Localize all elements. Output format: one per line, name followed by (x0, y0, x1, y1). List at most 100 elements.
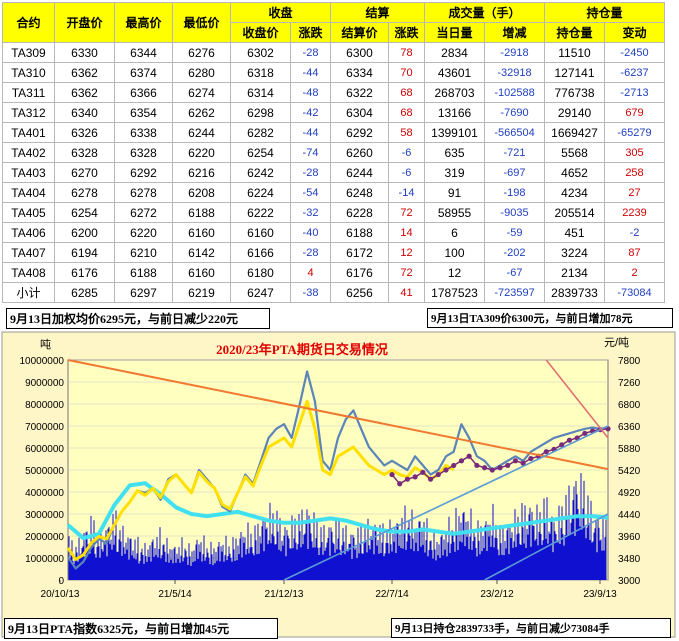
table-cell: 6142 (172, 242, 231, 263)
table-cell: 6228 (330, 202, 389, 223)
table-cell: 6354 (114, 102, 173, 123)
table-cell: -2 (604, 222, 665, 243)
table-cell: 27 (604, 182, 665, 203)
table-cell: TA310 (2, 62, 55, 83)
table-cell: -697 (484, 162, 545, 183)
group-header-settlement: 结算 (330, 2, 425, 23)
table-cell: 68 (388, 102, 425, 123)
y-left-tick-label: 2000000 (25, 532, 64, 543)
table-row: TA310 6362 6374 6280 6318 -44 6334 70 43601 -3291… (2, 62, 665, 83)
table-cell: 6272 (114, 202, 173, 223)
column-header: 当日量 (424, 22, 485, 43)
table-cell: 1669427 (544, 122, 605, 143)
table-cell: 2134 (544, 262, 605, 283)
table-cell: -14 (388, 182, 425, 203)
y-right-axis-label: 元/吨 (604, 336, 629, 349)
table-cell: 127141 (544, 62, 605, 83)
table-cell: 319 (424, 162, 485, 183)
note-ta309-price: 9月13日TA309价6300元，与前日增加78元 (427, 308, 673, 328)
table-cell: 6216 (172, 162, 231, 183)
x-tick-label: 21/5/14 (158, 589, 192, 600)
table-cell: 6362 (54, 62, 115, 83)
trend-line (283, 425, 609, 581)
table-cell: 6242 (230, 162, 291, 183)
table-row: TA402 6328 6328 6220 6254 -74 6260 -6 635 -721 556… (2, 142, 665, 163)
table-row: TA405 6254 6272 6188 6222 -32 6228 72 58955 -9035… (2, 202, 665, 223)
table-cell: -67 (484, 262, 545, 283)
table-group-header-row: 合约 开盘价 最高价 最低价 收盘 结算 成交量（手） 持仓量 (2, 2, 665, 43)
y-right-tick-label: 7800 (618, 356, 641, 367)
table-cell: 6 (424, 222, 485, 243)
table-cell: -2450 (604, 42, 665, 63)
y-right-tick-label: 6800 (618, 400, 641, 411)
note-pta-index: 9月13日PTA指数6325元，与前日增加45元 (4, 618, 278, 639)
table-cell: TA402 (2, 142, 55, 163)
table-cell: 6248 (330, 182, 389, 203)
table-cell: -7690 (484, 102, 545, 123)
table-cell: 2834 (424, 42, 485, 63)
y-left-tick-label: 4000000 (25, 488, 64, 499)
y-left-tick-label: 8000000 (25, 400, 64, 411)
table-cell: 6176 (330, 262, 389, 283)
table-cell: -32918 (484, 62, 545, 83)
table-cell: 6244 (330, 162, 389, 183)
table-cell: -65279 (604, 122, 665, 143)
chart-title: 2020/23年PTA期货日交易情况 (216, 342, 388, 357)
y-right-tick-label: 5880 (618, 444, 641, 455)
table-cell: 6270 (54, 162, 115, 183)
table-cell: 6304 (330, 102, 389, 123)
y-left-tick-label: 3000000 (25, 510, 64, 521)
futures-quote-table: 合约 开盘价 最高价 最低价 收盘 结算 成交量（手） 持仓量 收盘价 涨跌 结… (2, 2, 665, 303)
table-cell: 6254 (230, 142, 291, 163)
table-row: TA403 6270 6292 6216 6242 -28 6244 -6 319 -697 465… (2, 162, 665, 183)
y-right-tick-label: 5420 (618, 466, 641, 477)
table-cell: 4652 (544, 162, 605, 183)
table-cell: 6362 (54, 82, 115, 103)
table-cell: 6244 (172, 122, 231, 143)
table-cell: 6302 (230, 42, 291, 63)
table-cell: 4234 (544, 182, 605, 203)
table-cell: -2918 (484, 42, 545, 63)
table-cell: 1399101 (424, 122, 485, 143)
table-cell: -28 (290, 242, 331, 263)
settlement-price-line (66, 399, 455, 561)
table-cell: -42 (290, 102, 331, 123)
table-cell: -2713 (604, 82, 665, 103)
table-cell: 6280 (172, 62, 231, 83)
column-header: 收盘价 (230, 22, 291, 43)
table-cell: -48 (290, 82, 331, 103)
table-cell: 6328 (114, 142, 173, 163)
table-cell: 6220 (172, 142, 231, 163)
table-cell: 6314 (230, 82, 291, 103)
table-cell: 6208 (172, 182, 231, 203)
table-cell: -28 (290, 42, 331, 63)
table-row: TA408 6176 6188 6160 6180 4 6176 72 12 -67 2134 2 (2, 262, 665, 283)
table-cell: 6282 (230, 122, 291, 143)
table-cell: TA311 (2, 82, 55, 103)
table-cell: 6194 (54, 242, 115, 263)
x-tick-label: 23/2/12 (480, 589, 514, 600)
table-cell: 6166 (230, 242, 291, 263)
table-cell: 258 (604, 162, 665, 183)
table-cell: 6322 (330, 82, 389, 103)
table-cell: 6219 (172, 282, 231, 303)
table-cell: -102588 (484, 82, 545, 103)
table-cell: TA401 (2, 122, 55, 143)
table-cell: 1787523 (424, 282, 485, 303)
table-cell: -38 (290, 282, 331, 303)
table-cell: 70 (388, 62, 425, 83)
table-cell: 6256 (330, 282, 389, 303)
table-cell: 91 (424, 182, 485, 203)
table-cell: -74 (290, 142, 331, 163)
table-cell: 6224 (230, 182, 291, 203)
table-cell: 6318 (230, 62, 291, 83)
table-cell: 205514 (544, 202, 605, 223)
table-cell: -44 (290, 122, 331, 143)
table-cell: -44 (290, 62, 331, 83)
table-cell: 6176 (54, 262, 115, 283)
table-cell: 3224 (544, 242, 605, 263)
column-header: 结算价 (330, 22, 389, 43)
table-cell: TA404 (2, 182, 55, 203)
table-cell: 72 (388, 202, 425, 223)
table-cell: 29140 (544, 102, 605, 123)
